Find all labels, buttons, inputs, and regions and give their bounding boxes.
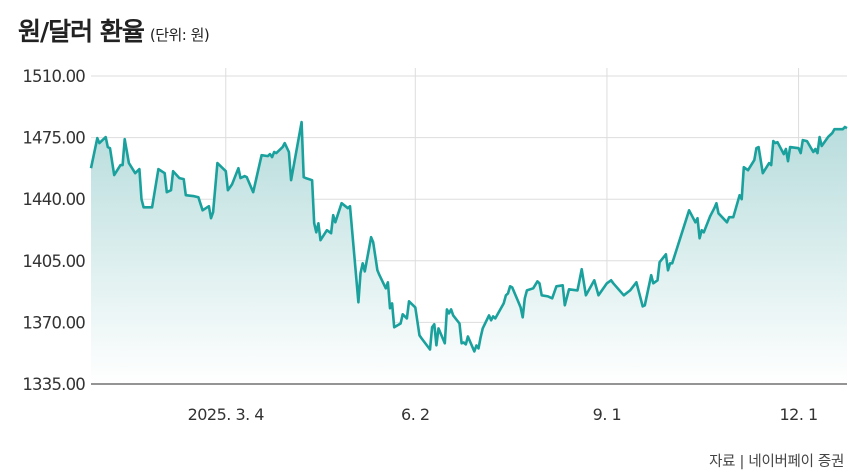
y-tick-label: 1475.00	[22, 129, 85, 148]
x-tick-label: 6. 2	[401, 405, 430, 424]
series-line	[89, 120, 848, 353]
y-tick-label: 1370.00	[22, 313, 85, 332]
y-tick-label: 1335.00	[22, 375, 85, 394]
y-tick-label: 1405.00	[22, 252, 85, 271]
chart-title-text: 원/달러 환율	[18, 17, 145, 46]
x-tick-label: 9. 1	[593, 405, 622, 424]
unit-label: (단위: 원)	[149, 26, 210, 44]
y-axis-labels: 1335.00 1370.00 1405.00 1440.00 1475.00 1510.…	[22, 67, 86, 394]
chart-title: 원/달러 환율 (단위: 원)	[18, 12, 210, 48]
y-tick-label: 1440.00	[22, 190, 85, 209]
source-note: 자료 | 네이버페이 증권	[709, 454, 844, 470]
y-tick-label: 1510.00	[22, 67, 85, 86]
x-tick-label: 12. 1	[779, 405, 817, 424]
area-fill	[91, 122, 847, 384]
area-layer	[89, 120, 848, 385]
data-points	[90, 122, 848, 352]
x-axis-labels: 2025. 3. 4 6. 2 9. 1 12. 1	[188, 405, 819, 424]
x-tick-label: 2025. 3. 4	[188, 405, 265, 424]
